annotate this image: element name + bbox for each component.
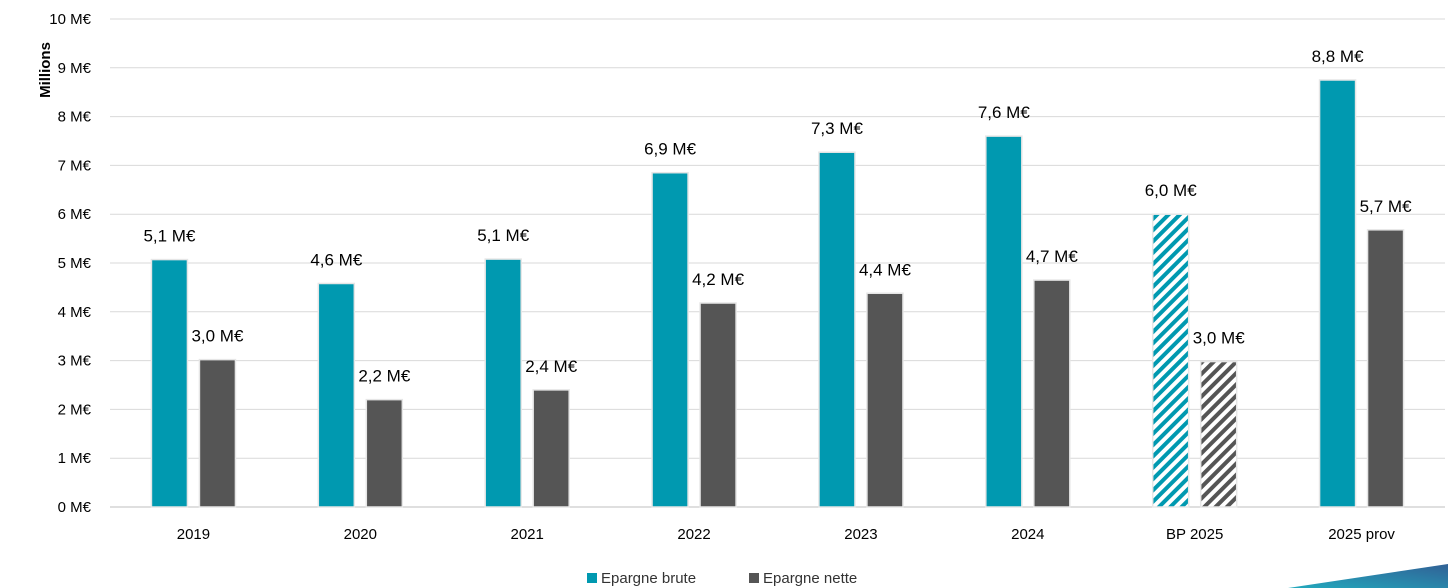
y-tick-label: 2 M€ bbox=[58, 401, 92, 418]
bar-epargne-nette bbox=[866, 292, 904, 508]
data-label: 4,6 M€ bbox=[310, 250, 363, 269]
y-tick-label: 3 M€ bbox=[58, 353, 92, 370]
data-label: 8,8 M€ bbox=[1312, 47, 1365, 66]
bar-epargne-brute bbox=[818, 151, 856, 508]
y-axis-label: Millions bbox=[37, 42, 54, 98]
bar-epargne-brute bbox=[317, 282, 356, 508]
data-label: 5,1 M€ bbox=[143, 227, 196, 246]
x-tick-label: 2019 bbox=[177, 526, 210, 543]
data-label: 4,4 M€ bbox=[859, 260, 912, 279]
y-tick-label: 0 M€ bbox=[58, 499, 92, 516]
data-label: 7,3 M€ bbox=[811, 119, 864, 138]
bar-epargne-brute bbox=[484, 258, 522, 508]
y-tick-label: 7 M€ bbox=[58, 157, 92, 174]
corner-decoration bbox=[1288, 564, 1448, 588]
bar-epargne-nette bbox=[198, 358, 237, 508]
bars bbox=[150, 79, 1405, 508]
y-tick-label: 6 M€ bbox=[58, 206, 92, 223]
bar-epargne-brute bbox=[150, 258, 189, 508]
data-label: 6,9 M€ bbox=[644, 140, 697, 159]
data-label: 2,4 M€ bbox=[525, 357, 578, 376]
bar-epargne-nette bbox=[1199, 360, 1238, 508]
y-tick-label: 9 M€ bbox=[58, 60, 92, 77]
x-axis-ticks: 2019 2020 2021 2022 2023 2024 BP 2025 2025 prov bbox=[177, 526, 1396, 543]
bar-epargne-brute bbox=[985, 135, 1023, 508]
legend-label-epargne-brute: Epargne brute bbox=[601, 570, 696, 587]
x-tick-label: 2020 bbox=[344, 526, 377, 543]
y-axis-ticks: 0 M€ 1 M€ 2 M€ 3 M€ 4 M€ 5 M€ 6 M€ 7 M€ 8 M€ 9 M€… bbox=[49, 11, 91, 516]
data-label: 2,2 M€ bbox=[358, 367, 411, 386]
x-tick-label: 2024 bbox=[1011, 526, 1044, 543]
y-tick-label: 5 M€ bbox=[58, 255, 92, 272]
bar-epargne-brute bbox=[651, 171, 689, 508]
bar-epargne-nette bbox=[532, 389, 570, 508]
y-tick-label: 8 M€ bbox=[58, 109, 92, 126]
data-label: 4,2 M€ bbox=[692, 270, 745, 289]
bar-epargne-nette bbox=[1033, 279, 1071, 508]
bar-epargne-nette bbox=[365, 398, 404, 508]
data-label: 3,0 M€ bbox=[1193, 329, 1246, 348]
y-tick-label: 1 M€ bbox=[58, 450, 92, 467]
y-tick-label: 10 M€ bbox=[49, 11, 91, 28]
bar-epargne-brute bbox=[1318, 79, 1357, 508]
bar-epargne-nette bbox=[1366, 229, 1405, 508]
legend-swatch-epargne-nette bbox=[749, 573, 759, 583]
data-label: 3,0 M€ bbox=[191, 327, 244, 346]
legend: Epargne brute Epargne nette bbox=[587, 570, 857, 587]
x-tick-label: BP 2025 bbox=[1166, 526, 1223, 543]
x-tick-label: 2021 bbox=[511, 526, 544, 543]
x-tick-label: 2022 bbox=[677, 526, 710, 543]
data-label: 7,6 M€ bbox=[978, 103, 1031, 122]
data-label: 4,7 M€ bbox=[1026, 247, 1079, 266]
x-tick-label: 2023 bbox=[844, 526, 877, 543]
data-label: 5,1 M€ bbox=[477, 226, 530, 245]
data-label: 6,0 M€ bbox=[1145, 181, 1198, 200]
y-tick-label: 4 M€ bbox=[58, 304, 92, 321]
data-labels: 5,1 M€ 3,0 M€ 4,6 M€ 2,2 M€ 5,1 M€ 2,4 M€ 6,9 … bbox=[143, 47, 1412, 386]
legend-swatch-epargne-brute bbox=[587, 573, 597, 583]
data-label: 5,7 M€ bbox=[1360, 197, 1413, 216]
legend-label-epargne-nette: Epargne nette bbox=[763, 570, 857, 587]
bar-epargne-nette bbox=[699, 302, 737, 508]
x-tick-label: 2025 prov bbox=[1328, 526, 1395, 543]
bar-epargne-brute bbox=[1151, 213, 1190, 508]
